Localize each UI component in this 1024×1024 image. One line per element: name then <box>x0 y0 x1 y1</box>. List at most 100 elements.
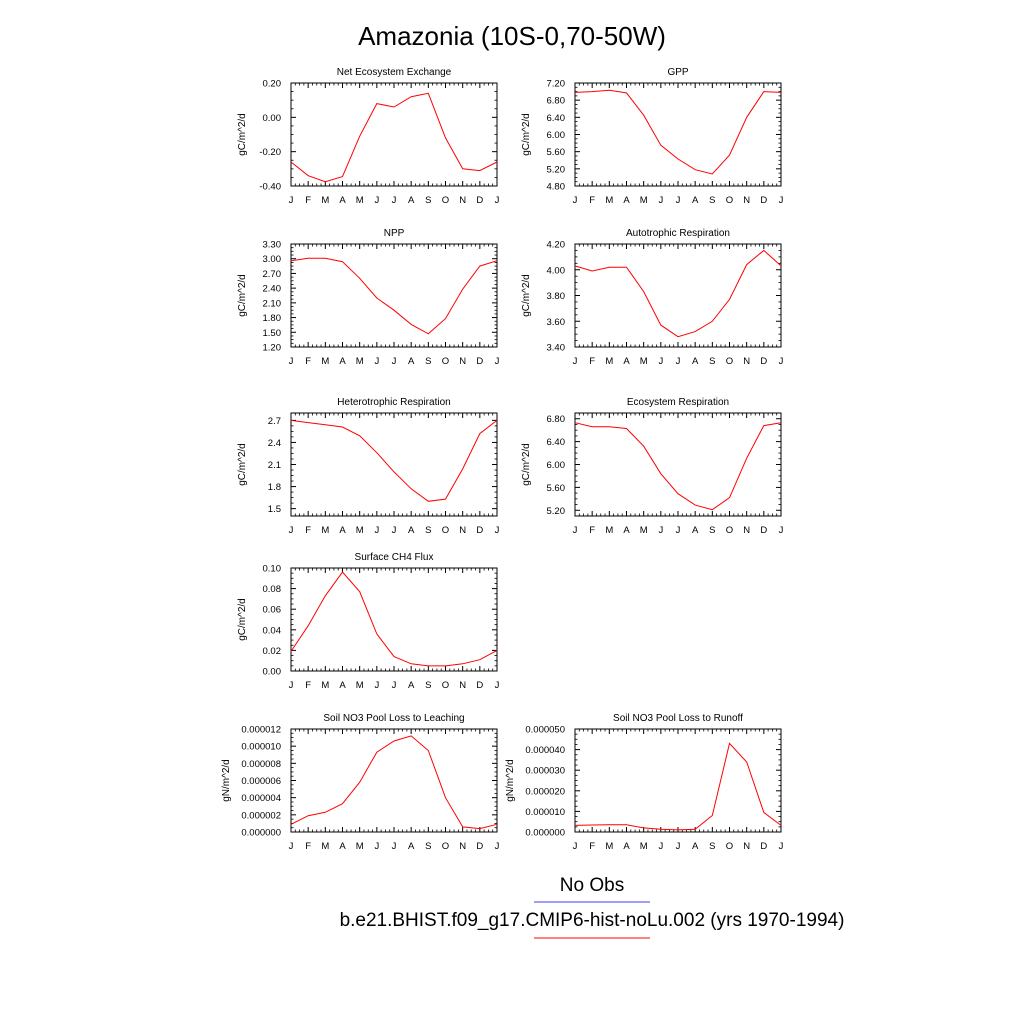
y-axis-label: gC/m^2/d <box>237 598 248 641</box>
x-tick-label: J <box>392 841 397 852</box>
panel-title: Heterotrophic Respiration <box>337 397 450 408</box>
x-tick-label: J <box>289 525 294 536</box>
plot-frame <box>290 243 498 348</box>
x-tick-label: J <box>495 356 500 367</box>
y-axis-label: gC/m^2/d <box>237 113 248 156</box>
y-tick-label: 0.000020 <box>525 786 565 797</box>
panel-title: Soil NO3 Pool Loss to Leaching <box>323 713 464 724</box>
panel-title: Autotrophic Respiration <box>626 228 730 239</box>
x-tick-label: O <box>442 356 449 367</box>
y-tick-label: 0.000002 <box>241 810 281 821</box>
x-tick-label: J <box>495 525 500 536</box>
x-tick-label: A <box>692 195 699 206</box>
y-tick-label: 0.000004 <box>241 793 281 804</box>
x-tick-label: S <box>709 195 715 206</box>
series-line <box>290 419 498 502</box>
x-tick-label: S <box>425 841 431 852</box>
x-tick-label: O <box>726 525 733 536</box>
y-tick-label: 3.80 <box>547 291 566 302</box>
plot-frame <box>290 82 498 187</box>
x-tick-label: J <box>392 356 397 367</box>
x-tick-label: J <box>374 356 379 367</box>
x-tick-label: M <box>640 525 648 536</box>
y-tick-label: 4.00 <box>547 265 566 276</box>
x-tick-label: M <box>356 680 364 691</box>
y-tick-label: 0.06 <box>263 605 282 616</box>
y-tick-label: 6.00 <box>547 460 566 471</box>
x-tick-label: J <box>392 680 397 691</box>
series-line <box>574 422 782 511</box>
y-tick-label: 0.000006 <box>241 776 281 787</box>
plot-frame <box>290 567 498 672</box>
y-tick-label: 0.000010 <box>525 807 565 818</box>
x-tick-label: A <box>408 525 415 536</box>
y-tick-label: 0.000050 <box>525 725 565 736</box>
x-tick-label: M <box>356 195 364 206</box>
y-tick-label: 2.7 <box>268 416 281 427</box>
x-tick-label: A <box>408 841 415 852</box>
x-tick-label: M <box>321 680 329 691</box>
legend-model-label: b.e21.BHIST.f09_g17.CMIP6-hist-noLu.002 … <box>340 910 845 931</box>
x-tick-label: M <box>640 356 648 367</box>
y-tick-label: 0.000012 <box>241 725 281 736</box>
x-tick-label: J <box>392 195 397 206</box>
panel-title: Ecosystem Respiration <box>627 397 729 408</box>
y-tick-label: 1.8 <box>268 482 281 493</box>
x-tick-label: M <box>356 356 364 367</box>
series-line <box>574 742 782 831</box>
x-tick-label: J <box>289 841 294 852</box>
x-tick-label: D <box>760 525 767 536</box>
x-tick-label: M <box>640 841 648 852</box>
x-tick-label: M <box>640 195 648 206</box>
x-tick-label: J <box>289 680 294 691</box>
x-tick-label: M <box>605 356 613 367</box>
y-tick-label: 3.60 <box>547 317 566 328</box>
y-tick-label: 2.1 <box>268 460 281 471</box>
x-tick-label: J <box>676 195 681 206</box>
y-tick-label: 5.60 <box>547 147 566 158</box>
x-tick-label: S <box>425 195 431 206</box>
y-tick-label: 3.00 <box>263 254 282 265</box>
y-tick-label: 5.60 <box>547 483 566 494</box>
x-tick-label: M <box>321 356 329 367</box>
x-tick-label: J <box>779 841 784 852</box>
legend-obs-label: No Obs <box>560 875 624 896</box>
y-tick-label: 0.000000 <box>241 828 281 839</box>
y-tick-label: 0.10 <box>263 564 282 575</box>
y-tick-label: 0.000000 <box>525 828 565 839</box>
x-tick-label: F <box>305 841 311 852</box>
x-tick-label: J <box>495 680 500 691</box>
x-tick-label: J <box>676 841 681 852</box>
x-tick-label: J <box>658 195 663 206</box>
x-tick-label: A <box>692 356 699 367</box>
y-tick-label: -0.20 <box>259 147 281 158</box>
y-tick-label: 6.40 <box>547 437 566 448</box>
x-tick-label: J <box>495 195 500 206</box>
x-tick-label: J <box>392 525 397 536</box>
y-axis-label: gN/m^2/d <box>505 759 516 802</box>
x-tick-label: A <box>339 680 346 691</box>
x-tick-label: M <box>605 195 613 206</box>
series-line <box>290 571 498 667</box>
y-tick-label: 2.40 <box>263 284 282 295</box>
y-tick-label: 6.80 <box>547 96 566 107</box>
x-tick-label: J <box>658 841 663 852</box>
x-tick-label: J <box>573 356 578 367</box>
x-tick-label: M <box>321 195 329 206</box>
x-tick-label: D <box>760 195 767 206</box>
x-tick-label: F <box>589 356 595 367</box>
panel-title: GPP <box>667 67 688 78</box>
y-tick-label: 4.20 <box>547 240 566 251</box>
y-axis-label: gC/m^2/d <box>521 274 532 317</box>
y-axis-label: gN/m^2/d <box>221 759 232 802</box>
y-tick-label: 2.4 <box>268 438 281 449</box>
plot-frame <box>574 82 782 187</box>
x-tick-label: A <box>692 525 699 536</box>
y-tick-label: 5.20 <box>547 164 566 175</box>
panel-title: Surface CH4 Flux <box>355 552 434 563</box>
x-tick-label: M <box>356 525 364 536</box>
